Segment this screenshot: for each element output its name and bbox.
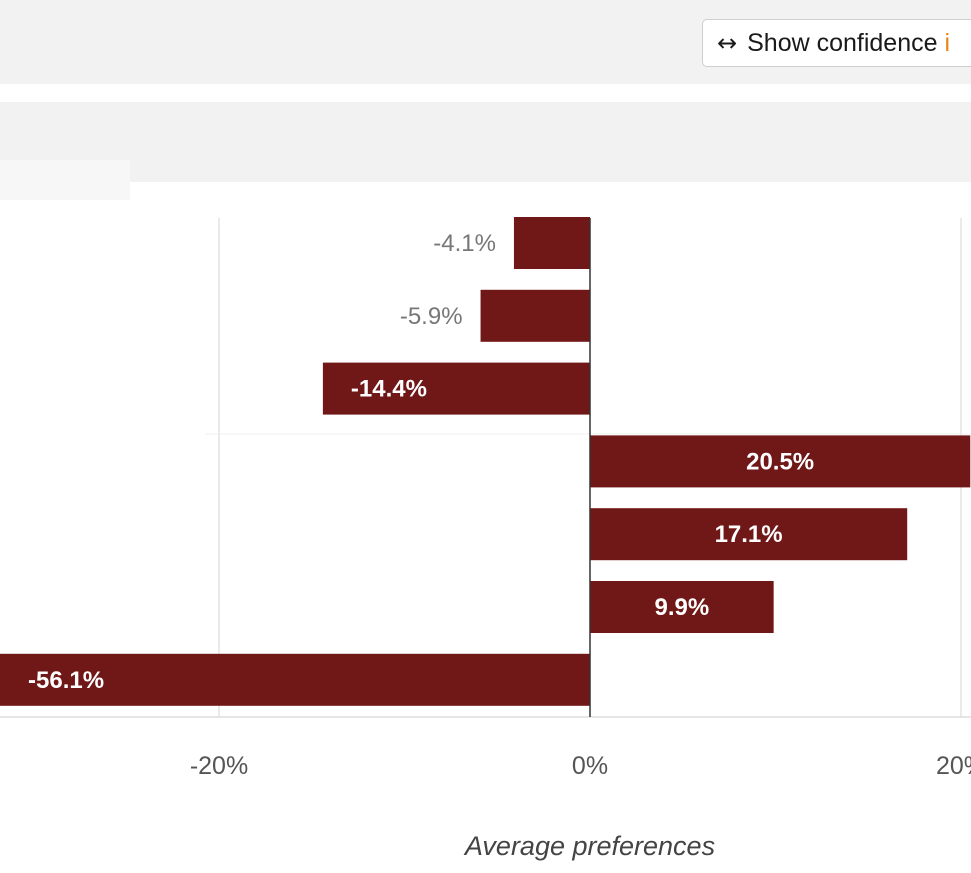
- x-tick-label: 0%: [572, 752, 608, 780]
- value-label-layer: -4.1% -5.9% -14.4% 20.5% 17.1% 9.9% -56.1%: [28, 230, 814, 694]
- bar-value-label: -5.9%: [400, 303, 463, 330]
- bar: [322, 362, 590, 415]
- panel-header-band: [0, 102, 971, 182]
- bar-value-label: 20.5%: [746, 448, 814, 475]
- show-confidence-label-accent: i: [944, 28, 951, 57]
- bar: [0, 653, 590, 706]
- bar: [513, 217, 590, 269]
- panel-header-notch: [0, 160, 130, 200]
- bar: [590, 435, 971, 488]
- bar-layer: [0, 217, 971, 717]
- bar-value-label: -14.4%: [351, 376, 427, 403]
- bar: [590, 581, 774, 633]
- bar-value-label: 17.1%: [715, 521, 783, 548]
- show-confidence-button[interactable]: ↔ Show confidence i: [702, 19, 971, 67]
- x-tick-layer: -20% 0% 20%: [190, 752, 971, 780]
- bar-value-label: -4.1%: [433, 230, 496, 257]
- left-right-arrow-icon: ↔: [717, 29, 738, 57]
- x-axis-title: Average preferences: [463, 831, 715, 861]
- chart-toolbar: ↔ Show confidence i: [0, 0, 971, 84]
- bar-value-label: 9.9%: [654, 594, 709, 621]
- bar: [590, 508, 908, 561]
- show-confidence-label: Show confidence: [747, 28, 945, 57]
- bar-value-label: -56.1%: [28, 667, 104, 694]
- x-tick-label: 20%: [936, 752, 971, 780]
- average-preferences-bar-chart: -4.1% -5.9% -14.4% 20.5% 17.1% 9.9% -56.1% -20…: [0, 217, 971, 861]
- x-tick-label: -20%: [190, 752, 248, 780]
- bar: [480, 289, 590, 342]
